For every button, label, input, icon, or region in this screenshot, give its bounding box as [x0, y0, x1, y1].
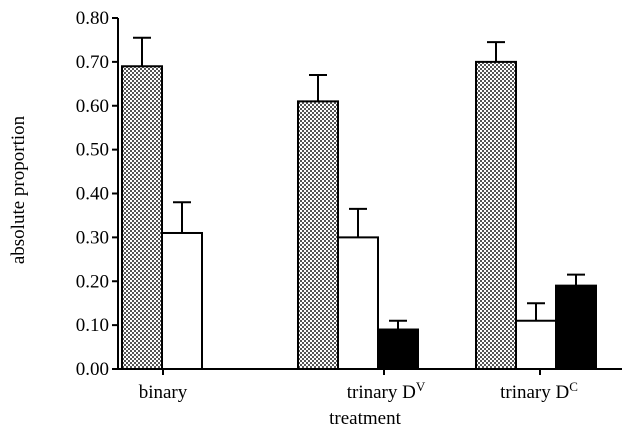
- x-tick-label: trinary DC: [500, 379, 578, 403]
- y-tick-label: 0.60: [76, 96, 109, 117]
- y-tick-label: 0.40: [76, 184, 109, 205]
- y-axis: 0.00 0.10 0.20 0.30 0.40 0.50 0.60 0.70 0.80: [76, 8, 119, 380]
- bar: [377, 328, 419, 371]
- bar: [297, 100, 339, 371]
- bar: [161, 231, 203, 370]
- y-tick-label: 0.20: [76, 271, 109, 292]
- bar: [555, 284, 597, 371]
- y-tick-label: 0.80: [76, 8, 109, 29]
- x-tick-label: binary: [139, 382, 188, 403]
- y-tick-label: 0.30: [76, 227, 109, 248]
- x-axis: binary trinary DV trinary DC: [117, 368, 622, 403]
- y-tick-label: 0.10: [76, 315, 109, 336]
- y-axis-title: absolute proportion: [8, 115, 29, 264]
- y-tick-label: 0.70: [76, 52, 109, 73]
- bar: [337, 236, 379, 370]
- bars: [121, 36, 597, 371]
- y-tick-label: 0.00: [76, 359, 109, 380]
- bar: [475, 60, 517, 370]
- x-tick-label: trinary DV: [347, 379, 426, 403]
- bar: [515, 319, 557, 370]
- bar: [121, 65, 163, 370]
- y-tick-label: 0.50: [76, 140, 109, 161]
- x-axis-title: treatment: [329, 408, 401, 429]
